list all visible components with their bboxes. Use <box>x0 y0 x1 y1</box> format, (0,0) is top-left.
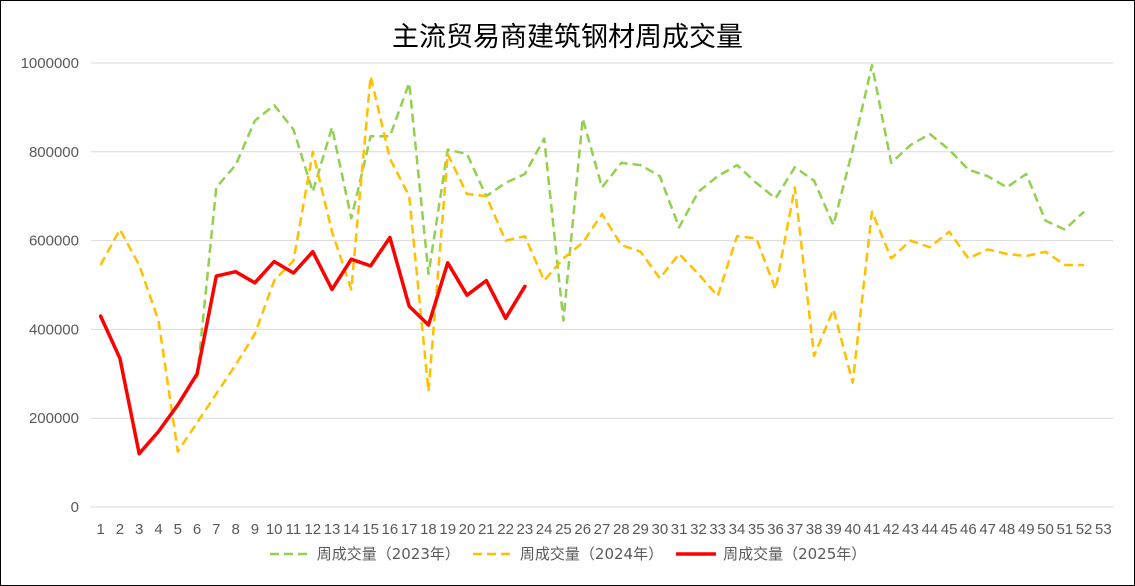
x-tick-label: 47 <box>979 521 996 538</box>
x-tick-label: 19 <box>439 521 456 538</box>
x-tick-label: 18 <box>420 521 437 538</box>
legend-item-2: 周成交量（2024年） <box>472 543 663 564</box>
x-tick-label: 4 <box>154 521 162 538</box>
x-tick-label: 33 <box>709 521 726 538</box>
x-tick-label: 41 <box>864 521 881 538</box>
x-tick-label: 39 <box>825 521 842 538</box>
x-tick-label: 45 <box>941 521 958 538</box>
x-tick-label: 27 <box>594 521 611 538</box>
x-tick-label: 14 <box>343 521 360 538</box>
y-tick-label: 1000000 <box>21 55 79 72</box>
x-tick-label: 48 <box>999 521 1016 538</box>
x-tick-label: 20 <box>459 521 476 538</box>
legend-label: 周成交量（2023年） <box>316 545 460 563</box>
legend-item-3: 周成交量（2025年） <box>675 543 866 564</box>
series-line-1 <box>195 63 1085 379</box>
x-tick-label: 5 <box>174 521 182 538</box>
x-tick-label: 22 <box>497 521 514 538</box>
x-tick-label: 52 <box>1076 521 1093 538</box>
x-tick-label: 50 <box>1037 521 1054 538</box>
x-tick-label: 17 <box>401 521 418 538</box>
x-tick-label: 24 <box>536 521 553 538</box>
y-tick-label: 600000 <box>29 233 79 250</box>
x-tick-label: 37 <box>786 521 803 538</box>
series-line-3 <box>98 235 527 456</box>
x-tick-label: 28 <box>613 521 630 538</box>
series-line-2 <box>99 75 1085 453</box>
x-tick-label: 43 <box>902 521 919 538</box>
legend-label: 周成交量（2025年） <box>723 545 867 563</box>
x-tick-label: 10 <box>266 521 283 538</box>
x-tick-label: 16 <box>382 521 399 538</box>
y-tick-label: 800000 <box>29 144 79 161</box>
x-tick-label: 44 <box>921 521 938 538</box>
x-tick-label: 40 <box>844 521 861 538</box>
x-tick-label: 15 <box>362 521 379 538</box>
x-tick-label: 6 <box>193 521 201 538</box>
y-tick-label: 200000 <box>29 410 79 427</box>
x-tick-label: 29 <box>632 521 649 538</box>
x-tick-label: 26 <box>574 521 591 538</box>
x-tick-label: 13 <box>324 521 341 538</box>
x-tick-label: 3 <box>135 521 143 538</box>
legend-label: 周成交量（2024年） <box>519 545 664 563</box>
x-tick-label: 49 <box>1018 521 1035 538</box>
x-tick-label: 9 <box>251 521 259 538</box>
y-tick-label: 400000 <box>29 321 79 338</box>
x-tick-label: 42 <box>883 521 900 538</box>
x-tick-label: 21 <box>478 521 495 538</box>
x-tick-label: 35 <box>748 521 765 538</box>
y-tick-label: 0 <box>71 499 79 516</box>
x-tick-label: 51 <box>1056 521 1073 538</box>
legend-swatch <box>269 552 310 555</box>
x-tick-label: 1 <box>96 521 104 538</box>
x-tick-label: 2 <box>116 521 124 538</box>
x-tick-label: 12 <box>304 521 321 538</box>
x-tick-label: 36 <box>767 521 784 538</box>
chart-title: 主流贸易商建筑钢材周成交量 <box>392 22 743 53</box>
x-tick-label: 30 <box>652 521 669 538</box>
x-tick-label: 32 <box>690 521 707 538</box>
x-tick-label: 53 <box>1095 521 1112 538</box>
x-tick-label: 23 <box>517 521 534 538</box>
legend: 周成交量（2023年） 周成交量（2024年） 周成交量（2025年） <box>1 543 1134 564</box>
legend-swatch <box>472 552 513 555</box>
x-tick-label: 8 <box>231 521 239 538</box>
x-tick-label: 7 <box>212 521 220 538</box>
legend-item-1: 周成交量（2023年） <box>269 543 460 564</box>
x-tick-label: 25 <box>555 521 572 538</box>
x-tick-label: 31 <box>671 521 688 538</box>
x-tick-label: 38 <box>806 521 823 538</box>
legend-swatch <box>676 551 717 556</box>
x-tick-label: 11 <box>286 521 302 538</box>
x-tick-label: 46 <box>960 521 977 538</box>
x-tick-label: 34 <box>729 521 746 538</box>
